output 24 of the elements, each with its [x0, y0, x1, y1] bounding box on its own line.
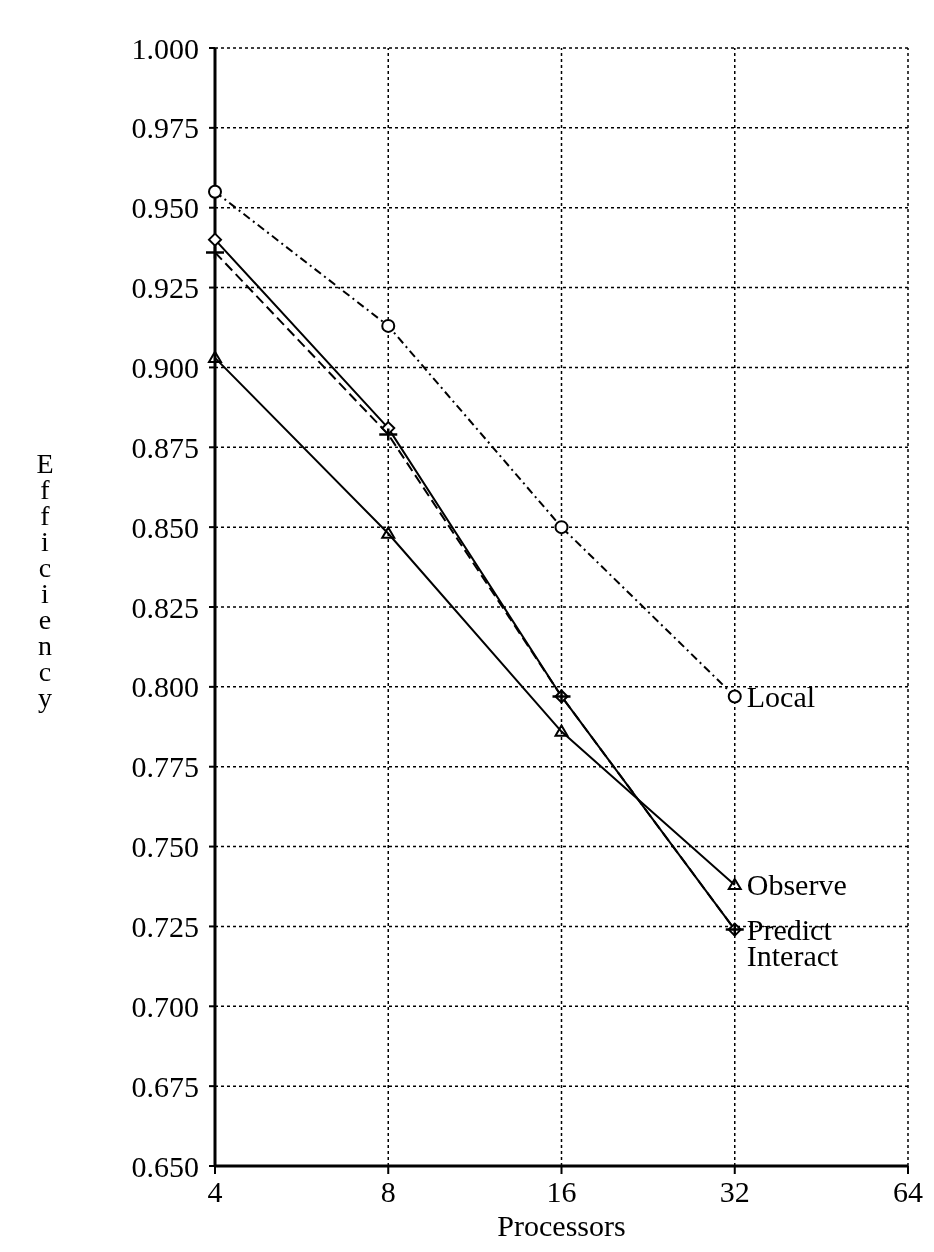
y-tick-label: 0.650 [131, 1149, 199, 1183]
y-tick-label: 0.800 [131, 670, 199, 704]
y-tick-label: 0.850 [131, 510, 199, 544]
y-tick-label: 0.975 [131, 111, 199, 145]
y-tick-label: 0.675 [131, 1069, 199, 1103]
y-tick-label: 0.875 [131, 430, 199, 464]
x-tick-label: 32 [719, 1175, 750, 1208]
y-tick-label: 0.950 [131, 191, 199, 225]
y-tick-label: 0.825 [131, 590, 199, 624]
y-tick-label: 0.700 [131, 989, 199, 1023]
y-tick-label: 0.725 [131, 909, 199, 943]
series-label: Observe [746, 868, 847, 902]
y-tick-label: 0.775 [131, 750, 199, 784]
y-tick-label: 0.925 [131, 271, 199, 305]
x-tick-label: 8 [380, 1175, 396, 1208]
y-tick-label: 0.750 [131, 830, 199, 864]
x-axis-title: Processors [497, 1209, 626, 1242]
y-tick-label: 1.000 [131, 31, 199, 65]
x-tick-label: 16 [546, 1175, 577, 1208]
text: Efficiency [36, 448, 54, 713]
y-tick-label: 0.900 [131, 350, 199, 384]
series-label: Local [746, 679, 816, 713]
x-tick-label: 64 [893, 1175, 923, 1208]
x-tick-label: 4 [207, 1175, 223, 1208]
